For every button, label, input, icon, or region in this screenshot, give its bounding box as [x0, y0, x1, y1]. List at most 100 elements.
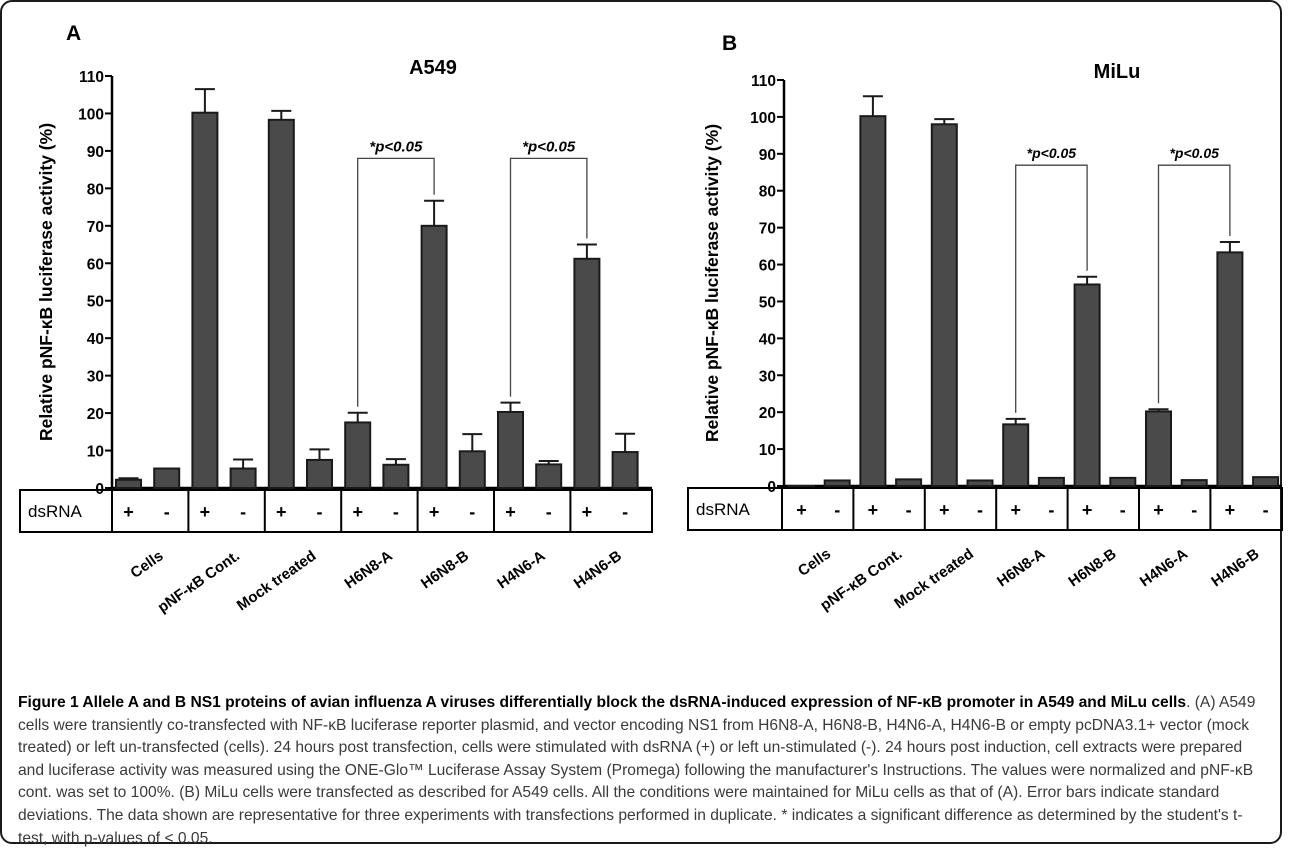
- panel-b-dsrna-sign: +: [1153, 500, 1164, 520]
- panel-b-bar: [966, 479, 994, 487]
- panel-b-group-label: H4N6-A: [1137, 545, 1191, 590]
- panel-a-dsrna-table: [19, 489, 653, 533]
- panel-a-bar: [535, 463, 563, 489]
- panel-a-dsrna-sign: +: [429, 502, 440, 522]
- panel-b-bar: [1180, 479, 1208, 487]
- panel-a-group-label: pNF-κB Cont.: [155, 547, 243, 616]
- panel-a-significance-label: *p<0.05: [522, 138, 576, 155]
- panel-b-y-tick-label: 40: [759, 331, 776, 348]
- panel-a-bar: [573, 257, 601, 489]
- panel-a-dsrna-sign: +: [123, 502, 134, 522]
- panel-b-y-axis-label: Relative pNF-κB luciferase activity (%): [702, 124, 722, 442]
- panel-b-dsrna-sign: +: [1225, 500, 1236, 520]
- panel-b-dsrna-sign: -: [834, 500, 840, 520]
- panel-b-dsrna-sign: -: [977, 500, 983, 520]
- panel-a-dsrna-label: dsRNA: [28, 502, 83, 521]
- panel-b-title: MiLu: [1094, 61, 1141, 83]
- panel-b-group-label: Cells: [795, 545, 834, 579]
- panel-a-dsrna-sign: -: [546, 502, 552, 522]
- panel-a-group-label: H6N8-B: [418, 547, 472, 592]
- panel-a-bar: [191, 111, 219, 490]
- panel-b-y-tick-label: 20: [759, 405, 776, 422]
- panel-b-y-tick-label: 70: [759, 221, 776, 238]
- panel-a-dsrna-sign: -: [164, 502, 170, 522]
- panel-a-bar: [382, 463, 410, 489]
- panel-a-dsrna-sign: +: [352, 502, 363, 522]
- panel-a-bar: [115, 478, 142, 490]
- panel-b-y-tick-label: 90: [759, 147, 776, 164]
- panel-a-dsrna-sign: -: [240, 502, 246, 522]
- panel-b-y-tick-label: 80: [759, 184, 776, 201]
- panel-b-group-label: H6N8-B: [1065, 545, 1119, 590]
- panel-a-y-tick-label: 20: [87, 406, 104, 423]
- panel-b-y-tick-label: 10: [759, 442, 776, 459]
- panel-b-dsrna-sign: +: [796, 500, 807, 520]
- panel-b-dsrna-table: [687, 487, 1283, 531]
- panel-a-significance-label: *p<0.05: [369, 138, 423, 155]
- figure-caption: Figure 1 Allele A and B NS1 proteins of …: [18, 692, 1272, 850]
- figure-panels: A A549 Relative pNF-κB luciferase activity…: [19, 22, 1283, 616]
- panel-a-dsrna-sign: +: [276, 502, 287, 522]
- panel-b-bar: [1145, 410, 1172, 487]
- panel-b-significance-bracket: [1157, 164, 1231, 404]
- panel-a-significance-bracket: [509, 157, 588, 397]
- panel-a-title: A549: [409, 57, 457, 79]
- panel-b-bar: [1037, 476, 1065, 488]
- panel-b-group-label: H4N6-B: [1208, 545, 1262, 590]
- panel-b-significance-bracket: [1015, 164, 1088, 413]
- panel-b-bar: [1216, 251, 1244, 487]
- panel-a-label: A: [66, 22, 81, 45]
- panel-a-bar: [420, 224, 448, 489]
- panel-a-group-label: H4N6-B: [571, 547, 625, 592]
- panel-b-y-tick-label: 110: [751, 73, 776, 90]
- panel-a-bar: [611, 451, 639, 490]
- panel-a-y-tick-label: 10: [87, 444, 104, 461]
- panel-a-bar: [458, 450, 486, 490]
- panel-b-dsrna-sign: -: [1263, 500, 1269, 520]
- panel-a-bar: [267, 118, 295, 490]
- panel-b-group-label: Mock treated: [891, 545, 977, 612]
- panel-b-y-tick-label: 100: [750, 110, 776, 127]
- panel-a-y-tick-label: 30: [87, 369, 104, 386]
- panel-b-bar: [1109, 476, 1137, 488]
- panel-a-y-tick-label: 70: [87, 219, 104, 236]
- caption-title: Figure 1 Allele A and B NS1 proteins of …: [18, 694, 1186, 711]
- panel-b-bar: [859, 115, 887, 488]
- panel-a-group-label: Mock treated: [234, 547, 320, 614]
- panel-a-significance-bracket: [357, 157, 435, 407]
- panel-a-y-tick-label: 100: [78, 106, 104, 123]
- panel-a-dsrna-sign: +: [582, 502, 593, 522]
- panel-b-group-label: H6N8-A: [994, 545, 1048, 590]
- panel-b-bar: [788, 485, 815, 488]
- panel-b-dsrna-sign: -: [1048, 500, 1054, 520]
- caption-title-text: Allele A and B NS1 proteins of avian inf…: [82, 694, 1187, 711]
- panel-a-group-label: Cells: [127, 547, 166, 581]
- panel-b-dsrna-sign: -: [1120, 500, 1126, 520]
- panel-b-dsrna-sign: +: [868, 500, 879, 520]
- panel-b-label: B: [722, 32, 737, 55]
- panel-a-bar: [153, 467, 181, 490]
- panel-a-y-tick-label: 90: [87, 144, 104, 161]
- panel-a-dsrna-sign: -: [317, 502, 323, 522]
- panel-a-group-label: H4N6-A: [494, 547, 548, 592]
- panel-b-dsrna-sign: +: [939, 500, 950, 520]
- panel-b-dsrna-label: dsRNA: [696, 500, 751, 519]
- panel-b-dsrna-sign: -: [1191, 500, 1197, 520]
- caption-body: . (A) A549 cells were transiently co-tra…: [18, 694, 1256, 847]
- panel-b-significance-label: *p<0.05: [1027, 145, 1077, 161]
- panel-a-bar: [306, 458, 333, 489]
- panel-b-bar: [1252, 476, 1280, 487]
- panel-b-dsrna-sign: -: [906, 500, 912, 520]
- panel-b-y-tick-label: 50: [759, 294, 776, 311]
- panel-b-dsrna-sign: +: [1082, 500, 1093, 520]
- panel-a-dsrna-sign: -: [622, 502, 628, 522]
- caption-label: Figure 1: [18, 694, 79, 711]
- panel-a-bar: [497, 410, 524, 490]
- panel-a-dsrna-sign: +: [200, 502, 211, 522]
- panel-a-y-axis-label: Relative pNF-κB luciferase activity (%): [36, 123, 56, 441]
- panel-a-y-tick-label: 50: [87, 294, 104, 311]
- panel-b-y-tick-label: 60: [759, 258, 776, 275]
- panel-a-bar: [344, 421, 372, 490]
- panel-b-bar: [895, 478, 923, 487]
- panel-b-bar: [823, 479, 851, 487]
